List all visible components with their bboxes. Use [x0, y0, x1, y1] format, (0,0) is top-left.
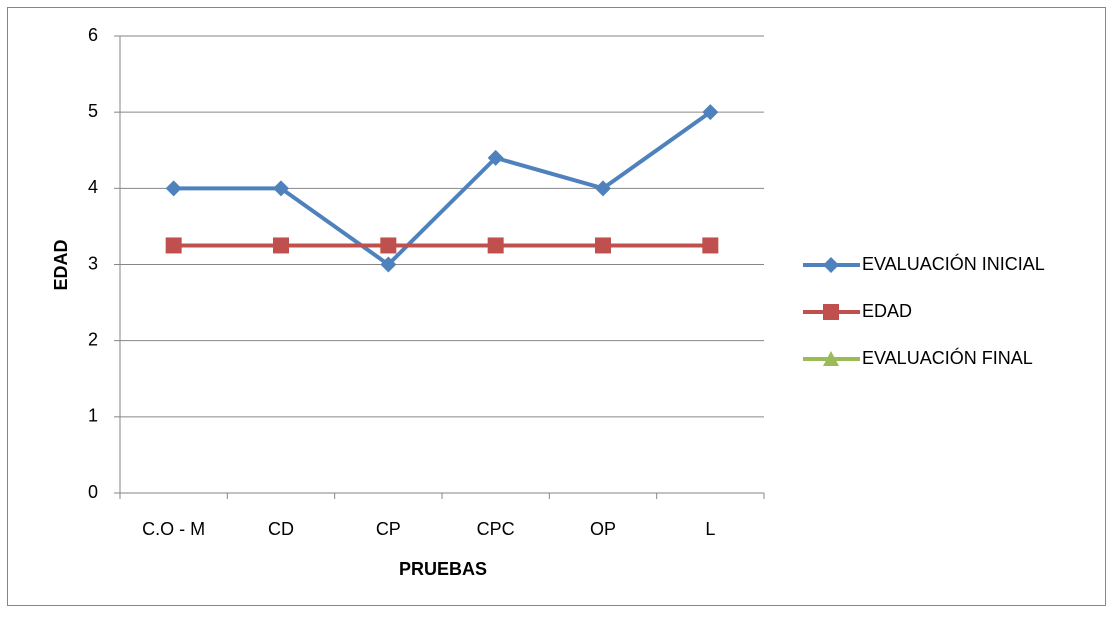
x-tick-label: CD — [268, 519, 294, 539]
x-axis-title: PRUEBAS — [399, 559, 487, 579]
marker — [273, 180, 289, 197]
y-tick-label: 0 — [88, 482, 98, 502]
marker — [823, 257, 839, 273]
legend-label: EDAD — [862, 301, 912, 321]
legend-label: EVALUACIÓN INICIAL — [862, 253, 1045, 274]
legend-label: EVALUACIÓN FINAL — [862, 347, 1033, 368]
marker — [380, 256, 397, 273]
y-tick-label: 6 — [88, 25, 98, 45]
marker — [595, 237, 611, 254]
marker — [487, 149, 504, 166]
y-tick-label: 3 — [88, 253, 98, 273]
y-axis-title: EDAD — [51, 239, 71, 290]
series-line — [173, 110, 712, 267]
marker — [702, 104, 719, 121]
y-tick-label: 5 — [88, 101, 98, 121]
x-tick-label: C.O - M — [142, 519, 205, 539]
y-tick-label: 2 — [88, 329, 98, 349]
y-tick-label: 1 — [88, 406, 98, 426]
marker — [487, 237, 504, 254]
marker — [165, 180, 182, 197]
x-tick-label: CPC — [477, 519, 515, 539]
x-tick-label: OP — [590, 519, 616, 539]
marker — [702, 237, 719, 254]
x-tick-label: CP — [376, 519, 401, 539]
marker — [595, 180, 611, 197]
marker — [380, 237, 397, 254]
chart-border — [7, 7, 1106, 606]
marker — [823, 351, 839, 366]
marker — [823, 304, 839, 320]
marker — [165, 237, 182, 254]
marker — [273, 237, 289, 254]
y-tick-label: 4 — [88, 177, 98, 197]
x-tick-label: L — [705, 519, 715, 539]
